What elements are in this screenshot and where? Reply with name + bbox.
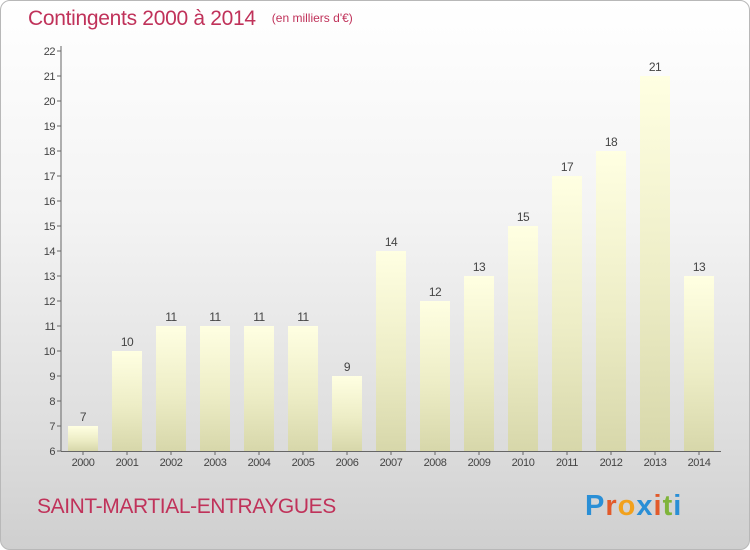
y-tick-label: 22: [44, 46, 56, 58]
commune-name: SAINT-MARTIAL-ENTRAYGUES: [37, 495, 336, 518]
x-tick-label: 2010: [512, 457, 535, 469]
y-tick-label: 16: [44, 196, 56, 208]
y-tick-label: 15: [44, 221, 56, 233]
y-tick-label: 6: [49, 446, 55, 458]
x-tick-label: 2013: [644, 457, 667, 469]
chart-subtitle: (en milliers d'€): [271, 11, 353, 25]
y-tick-label: 18: [44, 146, 56, 158]
value-label-2002: 11: [165, 310, 177, 324]
value-label-2000: 7: [80, 410, 87, 424]
bar-2004: [244, 326, 274, 451]
y-tick-label: 17: [44, 171, 56, 183]
value-label-2003: 11: [209, 310, 221, 324]
logo-letter: i: [653, 490, 663, 522]
y-tick-label: 9: [49, 371, 55, 383]
title-row: Contingents 2000 à 2014 (en milliers d'€): [28, 7, 353, 31]
axes: 6 7 8 9 10 11 12 13 14 15 16 17 18 19 20 21 22 2000 2001 20…: [44, 46, 721, 469]
logo-letter: t: [662, 490, 674, 522]
y-tick-label: 11: [45, 321, 56, 333]
x-tick-label: 2004: [248, 457, 271, 469]
value-label-2006: 9: [344, 360, 351, 374]
bar-2010: [508, 226, 538, 451]
bar-2000: [68, 426, 98, 451]
bar-2002: [156, 326, 186, 451]
proxiti-logo: Proxiti: [585, 490, 682, 523]
value-label-2010: 15: [517, 210, 530, 224]
x-tick-label: 2007: [380, 457, 403, 469]
bar-2005: [288, 326, 318, 451]
x-tick-label: 2006: [336, 457, 359, 469]
y-tick-label: 13: [44, 271, 56, 283]
logo-letter: x: [636, 490, 654, 522]
value-label-2009: 13: [473, 260, 486, 274]
bar-2008: [420, 301, 450, 451]
y-tick-label: 14: [44, 246, 56, 258]
x-tick-label: 2008: [424, 457, 447, 469]
y-tick-label: 20: [44, 96, 56, 108]
x-tick-label: 2009: [468, 457, 491, 469]
value-labels: 7 10 11 11 11 11 9 14 12 13 15 17 18 21 13: [80, 60, 707, 424]
y-tick-label: 12: [44, 296, 56, 308]
bar-2011: [552, 176, 582, 451]
y-tick-label: 7: [49, 421, 55, 433]
bar-2003: [200, 326, 230, 451]
x-tick-label: 2002: [160, 457, 183, 469]
x-tick-label: 2011: [556, 457, 578, 469]
logo-letter: o: [617, 490, 637, 522]
value-label-2001: 10: [121, 335, 134, 349]
bar-2009: [464, 276, 494, 451]
logo-letter: i: [673, 490, 683, 522]
value-label-2005: 11: [297, 310, 309, 324]
value-label-2012: 18: [605, 135, 618, 149]
logo-letter: P: [585, 490, 606, 522]
bar-2001: [112, 351, 142, 451]
bar-2006: [332, 376, 362, 451]
bar-2013: [640, 76, 670, 451]
bars: [68, 76, 714, 451]
x-tick-label: 2012: [600, 457, 623, 469]
x-tick-label: 2001: [116, 457, 139, 469]
bar-2014: [684, 276, 714, 451]
y-tick-label: 21: [44, 71, 56, 83]
bar-2012: [596, 151, 626, 451]
x-tick-label: 2000: [72, 457, 95, 469]
bar-2007: [376, 251, 406, 451]
logo-letter: r: [605, 490, 618, 522]
x-tick-label: 2003: [204, 457, 227, 469]
value-label-2007: 14: [385, 235, 398, 249]
y-tick-label: 10: [44, 346, 56, 358]
value-label-2008: 12: [429, 285, 442, 299]
x-tick-label: 2005: [292, 457, 315, 469]
x-tick-label: 2014: [688, 457, 711, 469]
y-tick-label: 8: [49, 396, 55, 408]
value-label-2013: 21: [649, 60, 662, 74]
value-label-2004: 11: [253, 310, 265, 324]
chart-title: Contingents 2000 à 2014: [28, 7, 256, 30]
y-tick-label: 19: [44, 121, 56, 133]
value-label-2014: 13: [693, 260, 706, 274]
value-label-2011: 17: [561, 160, 574, 174]
